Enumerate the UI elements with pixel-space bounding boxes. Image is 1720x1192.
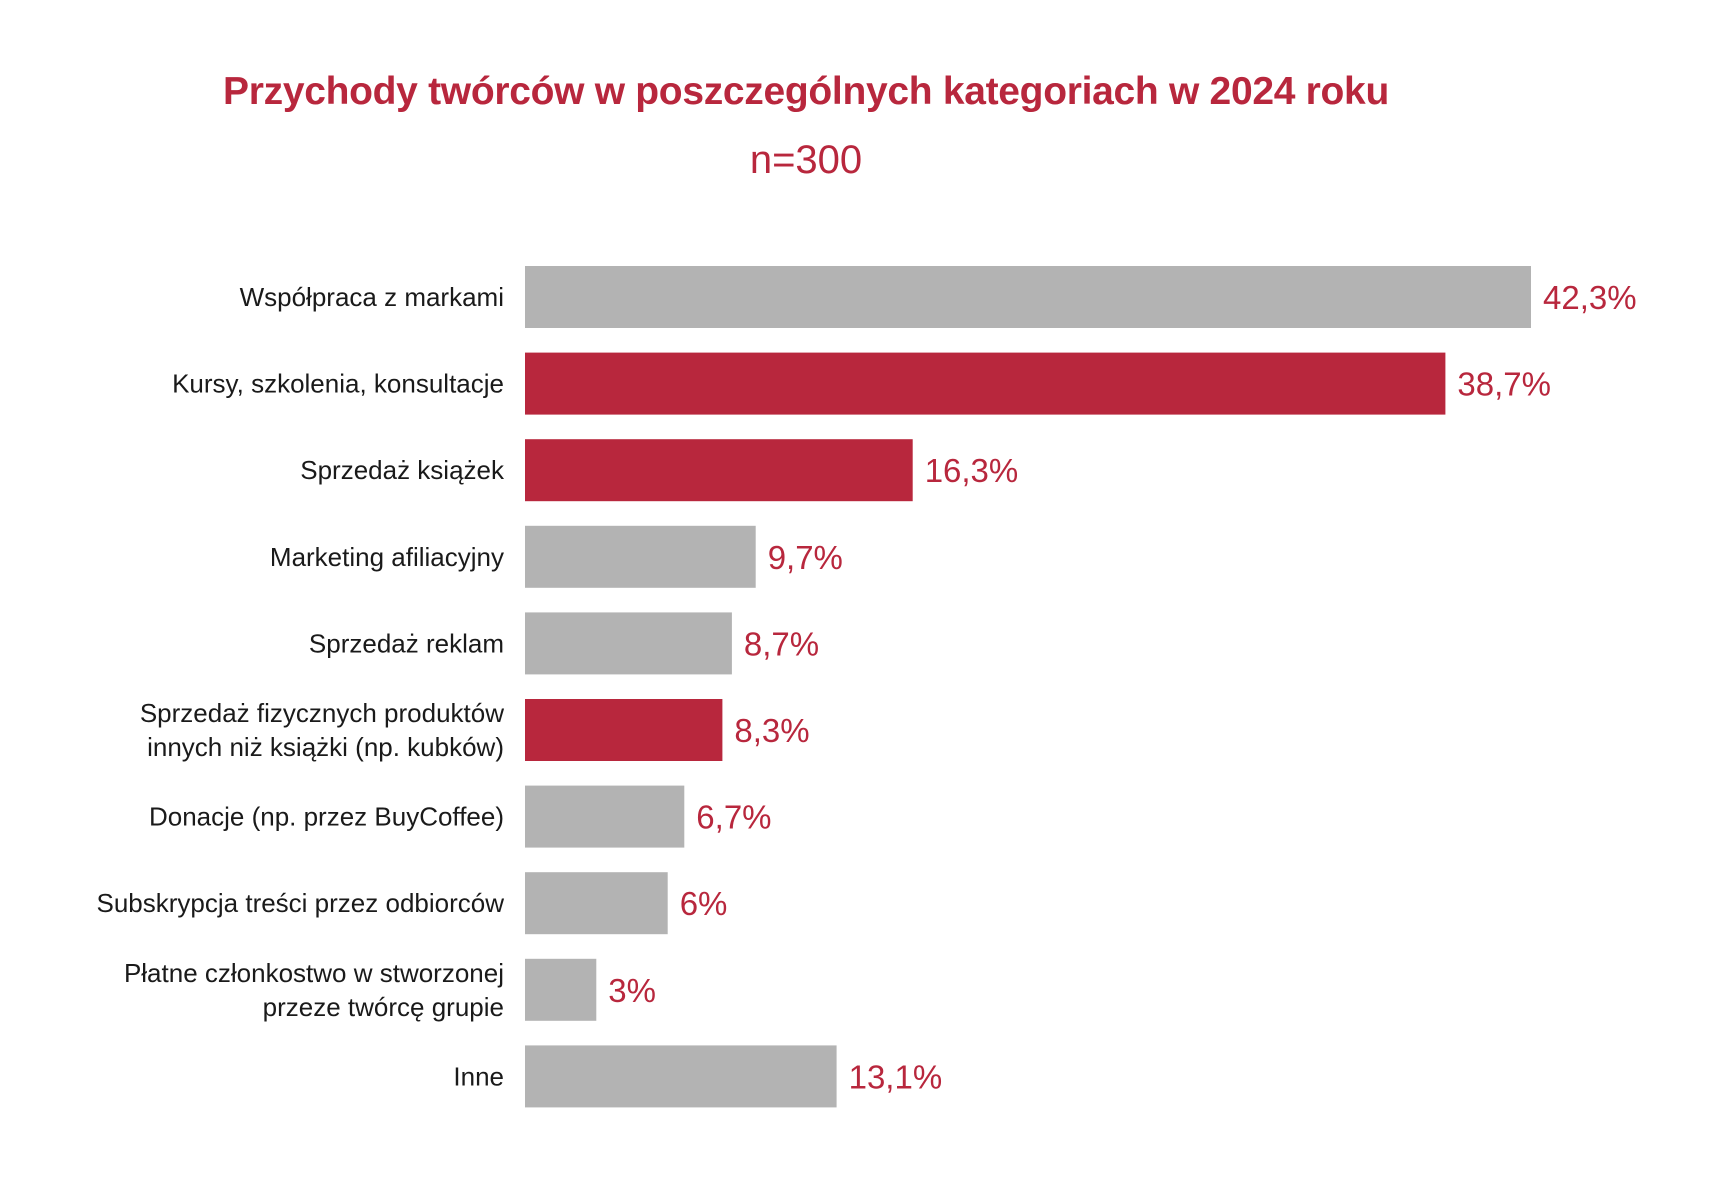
value-label: 8,7% — [744, 625, 819, 662]
value-label: 16,3% — [925, 452, 1019, 489]
bar — [525, 612, 732, 675]
category-label: Płatne członkostwo w stworzonej — [124, 958, 504, 988]
bar — [525, 352, 1446, 415]
category-label: Kursy, szkolenia, konsultacje — [172, 369, 504, 399]
category-label: Sprzedaż fizycznych produktów — [140, 698, 504, 728]
category-label: Donacje (np. przez BuyCoffee) — [149, 802, 504, 832]
chart-title: Przychody twórców w poszczególnych kateg… — [223, 70, 1389, 113]
category-label: Sprzedaż książek — [300, 455, 505, 485]
category-label: przeze twórcę grupie — [263, 992, 504, 1022]
bar — [525, 439, 913, 502]
value-label: 9,7% — [768, 539, 843, 576]
bar — [525, 525, 756, 588]
value-label: 13,1% — [849, 1058, 943, 1095]
category-label: Marketing afiliacyjny — [270, 542, 504, 572]
value-label: 6,7% — [696, 799, 771, 836]
bar — [525, 872, 668, 935]
category-label: Współpraca z markami — [240, 282, 504, 312]
value-label: 38,7% — [1457, 366, 1551, 403]
bar — [525, 958, 597, 1021]
value-label: 6% — [680, 885, 728, 922]
value-label: 42,3% — [1543, 279, 1637, 316]
category-label: Subskrypcja treści przez odbiorców — [97, 888, 505, 918]
category-label: Sprzedaż reklam — [309, 628, 504, 658]
bar — [525, 266, 1531, 328]
category-label: innych niż książki (np. kubków) — [147, 732, 504, 762]
value-label: 8,3% — [734, 712, 809, 749]
bar — [525, 785, 685, 848]
chart-subtitle: n=300 — [749, 138, 863, 182]
bar — [525, 1045, 837, 1108]
bar — [525, 699, 723, 761]
category-label: Inne — [453, 1061, 504, 1091]
value-label: 3% — [608, 972, 656, 1009]
